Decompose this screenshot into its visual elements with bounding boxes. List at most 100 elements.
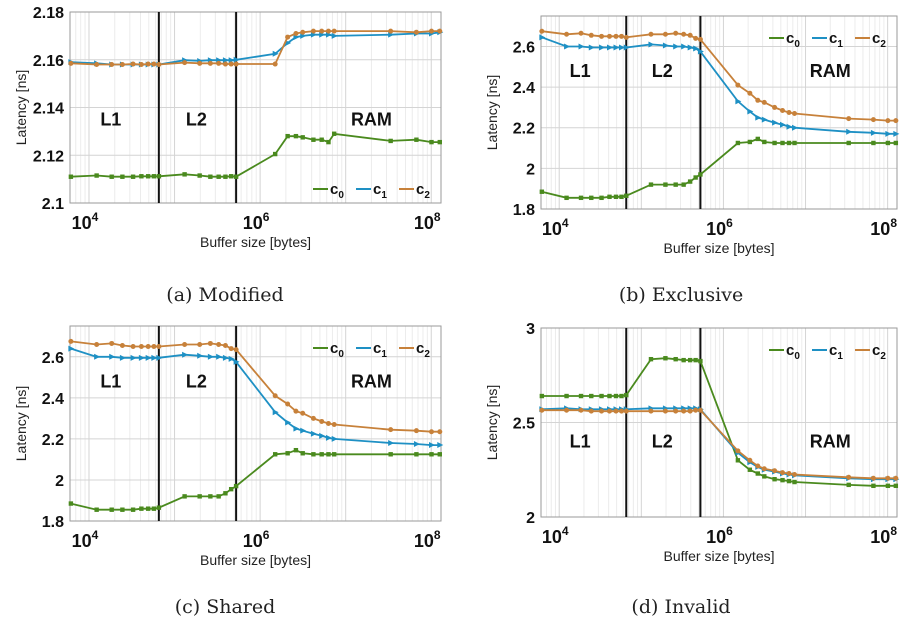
data-point-c1 xyxy=(68,345,75,352)
data-point-c2 xyxy=(272,393,278,399)
data-point-c2 xyxy=(780,470,786,476)
data-point-c2 xyxy=(145,344,151,350)
data-point-c1 xyxy=(885,130,892,137)
x-tick-label: 104 xyxy=(542,524,569,547)
data-point-c0 xyxy=(762,474,767,479)
data-point-c0 xyxy=(663,182,668,187)
data-point-c0 xyxy=(414,452,419,457)
x-tick-label: 108 xyxy=(870,524,897,547)
data-point-c2 xyxy=(606,33,612,39)
series-line-c2 xyxy=(70,340,440,433)
series-line-c0 xyxy=(70,132,440,178)
data-point-c0 xyxy=(599,393,604,399)
data-point-c1 xyxy=(182,351,189,358)
data-point-c2 xyxy=(388,28,394,34)
y-axis-label: Latency [ns] xyxy=(13,386,29,462)
data-point-c0 xyxy=(120,507,125,512)
data-point-c0 xyxy=(871,140,876,146)
data-point-c2 xyxy=(325,28,331,34)
data-point-c0 xyxy=(145,506,151,511)
data-point-c0 xyxy=(285,133,290,139)
data-point-c0 xyxy=(319,452,324,457)
data-point-c0 xyxy=(272,151,278,157)
region-label-ram: RAM xyxy=(810,61,851,81)
data-point-c0 xyxy=(893,483,899,489)
data-point-c2 xyxy=(588,32,594,38)
data-point-c2 xyxy=(599,408,605,414)
data-point-c1 xyxy=(772,119,779,126)
data-point-c2 xyxy=(130,344,136,350)
y-tick-label: 2.12 xyxy=(33,148,64,165)
data-point-c2 xyxy=(428,28,434,34)
data-point-c0 xyxy=(94,507,99,512)
data-point-c1 xyxy=(145,354,152,361)
data-point-c2 xyxy=(673,30,679,36)
data-point-c0 xyxy=(619,194,624,200)
data-point-c0 xyxy=(607,393,612,399)
data-point-c2 xyxy=(697,407,703,413)
data-point-c0 xyxy=(786,478,792,484)
region-label-l2: L2 xyxy=(652,431,673,451)
region-label-l1: L1 xyxy=(570,61,591,81)
data-point-c2 xyxy=(285,34,291,40)
x-tick-label: 104 xyxy=(72,528,99,551)
data-point-c1 xyxy=(285,40,292,47)
data-point-c0 xyxy=(564,393,569,399)
data-point-c0 xyxy=(139,506,144,511)
data-point-c0 xyxy=(228,486,234,492)
data-point-c1 xyxy=(673,43,680,50)
legend-label-c1: c1 xyxy=(829,30,843,50)
data-point-c0 xyxy=(589,393,594,399)
data-point-c0 xyxy=(326,139,331,145)
data-point-c0 xyxy=(846,482,851,488)
data-point-c0 xyxy=(156,505,162,510)
data-point-c0 xyxy=(68,174,74,179)
y-tick-label: 2.2 xyxy=(513,121,535,138)
legend: c0 c1 c2 xyxy=(769,342,886,362)
data-point-c0 xyxy=(414,137,419,142)
data-point-c0 xyxy=(693,175,698,180)
y-tick-label: 2.2 xyxy=(42,432,64,449)
data-point-c2 xyxy=(222,61,228,67)
caption-modified: (a) Modified xyxy=(166,284,284,306)
data-point-c1 xyxy=(613,44,620,51)
data-point-c1 xyxy=(786,123,793,130)
data-point-c0 xyxy=(663,356,668,361)
data-point-c2 xyxy=(119,62,125,68)
caption-exclusive: (b) Exclusive xyxy=(618,284,744,306)
data-point-c0 xyxy=(687,357,693,363)
data-point-c2 xyxy=(673,408,679,414)
data-point-c0 xyxy=(388,138,393,144)
data-point-c0 xyxy=(673,356,678,362)
region-label-ram: RAM xyxy=(810,431,851,451)
data-point-c0 xyxy=(130,507,136,512)
data-point-c2 xyxy=(662,31,668,37)
y-tick-label: 3 xyxy=(526,321,535,338)
legend-label-c1: c1 xyxy=(829,342,843,362)
data-point-c1 xyxy=(325,434,332,441)
data-point-c0 xyxy=(772,477,777,482)
data-point-c0 xyxy=(233,174,239,179)
data-point-c0 xyxy=(613,393,619,399)
data-point-c2 xyxy=(588,408,594,414)
data-point-c1 xyxy=(207,353,214,360)
data-point-c1 xyxy=(681,43,688,50)
data-point-c1 xyxy=(755,114,762,121)
data-point-c1 xyxy=(428,442,435,449)
data-point-c2 xyxy=(747,457,753,463)
data-point-c2 xyxy=(606,408,612,414)
data-point-c2 xyxy=(564,407,570,413)
x-tick-label: 108 xyxy=(870,216,897,239)
data-point-c2 xyxy=(228,61,234,67)
data-point-c2 xyxy=(792,471,798,477)
data-point-c0 xyxy=(216,494,221,499)
data-point-c0 xyxy=(780,477,785,483)
series-line-c1 xyxy=(541,36,896,135)
data-point-c2 xyxy=(693,35,699,41)
data-point-c2 xyxy=(786,471,792,477)
data-point-c2 xyxy=(388,427,394,433)
data-point-c0 xyxy=(208,494,213,499)
data-point-c0 xyxy=(578,393,584,399)
data-point-c2 xyxy=(293,408,299,414)
